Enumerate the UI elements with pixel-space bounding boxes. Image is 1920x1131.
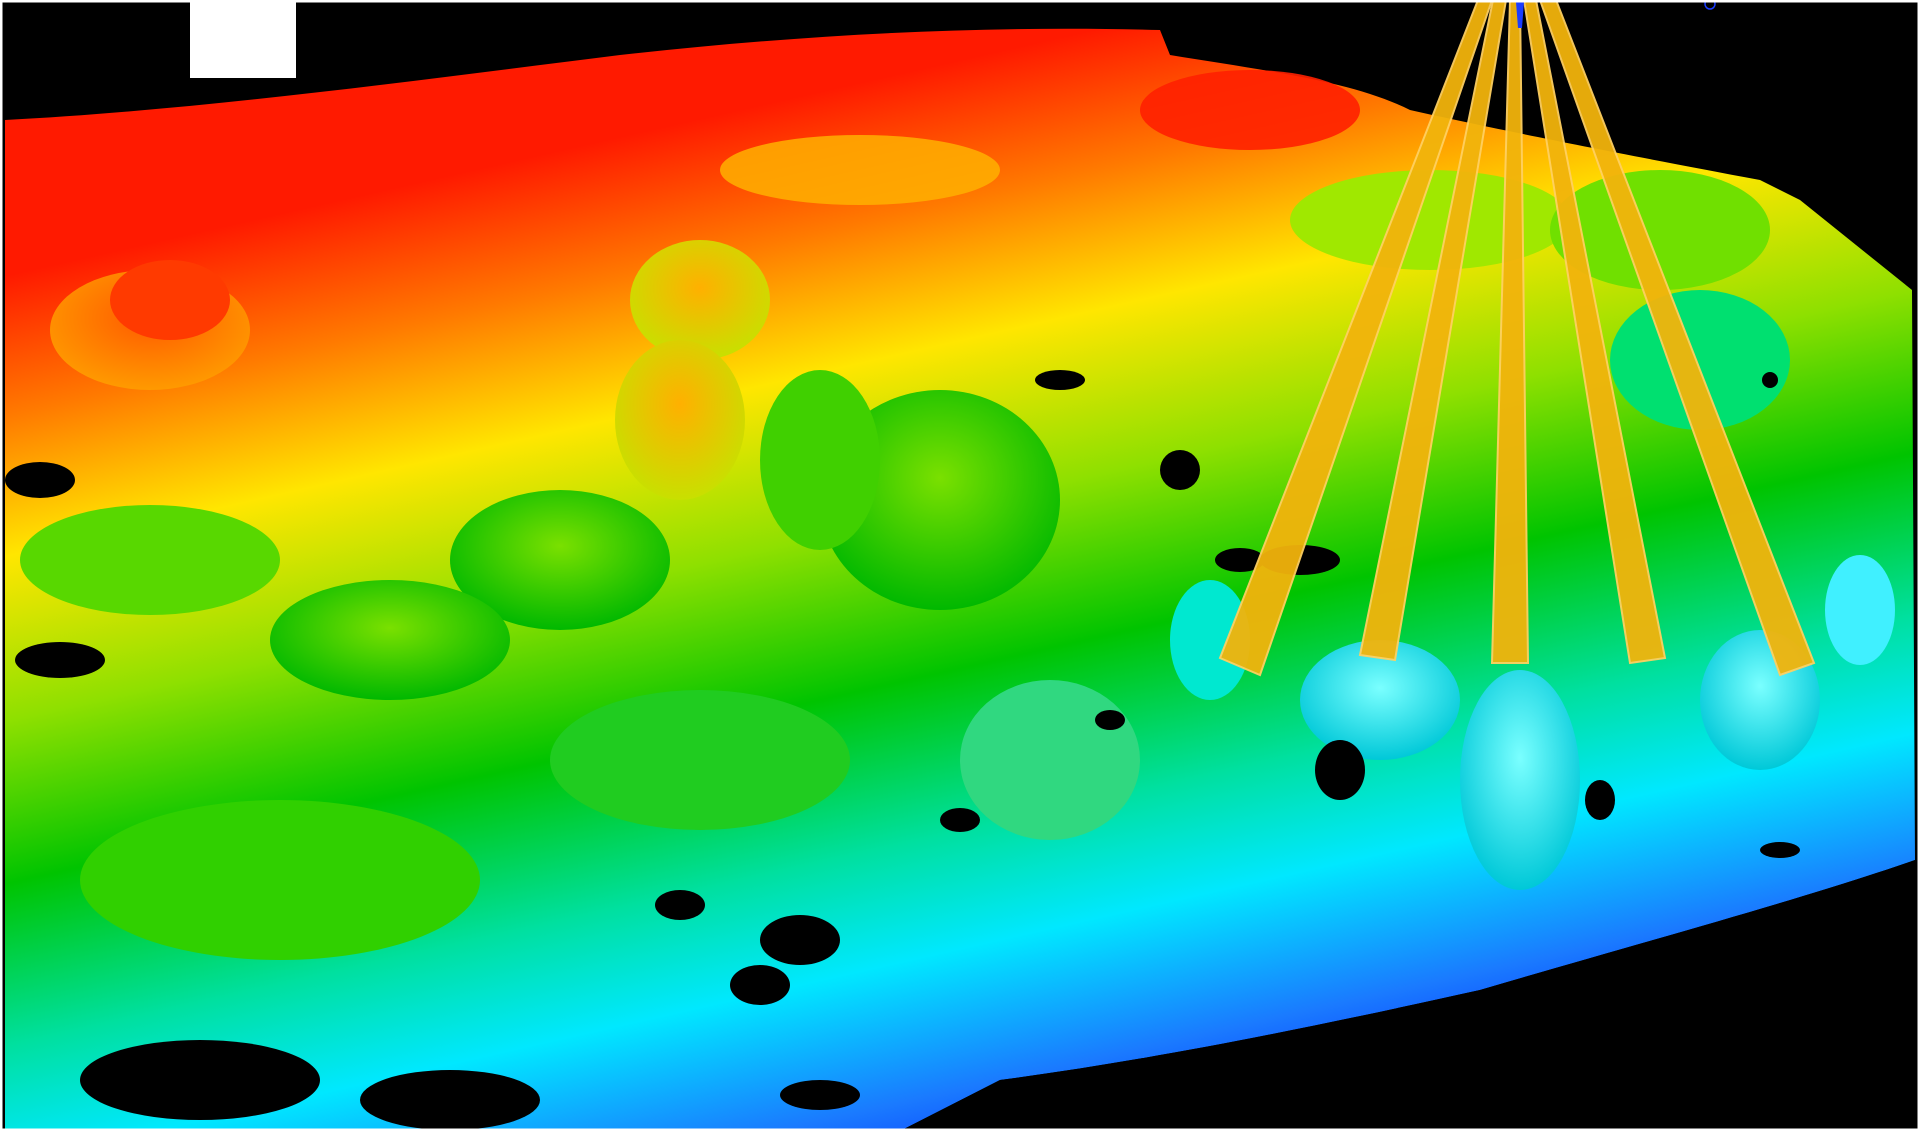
tree-canopies (20, 70, 1895, 960)
no-data-region (900, 860, 1920, 1131)
lidar-beams (1218, 0, 1816, 677)
sensor-marker (1516, 0, 1716, 28)
lidar-beam-5 (1538, 0, 1816, 677)
lidar-beam-4 (1522, 0, 1667, 665)
lidar-beam-3 (1490, 0, 1530, 664)
overlay-patch (190, 2, 296, 78)
lidar-beam-2 (1358, 0, 1508, 662)
lidar-beam-1 (1218, 0, 1494, 677)
